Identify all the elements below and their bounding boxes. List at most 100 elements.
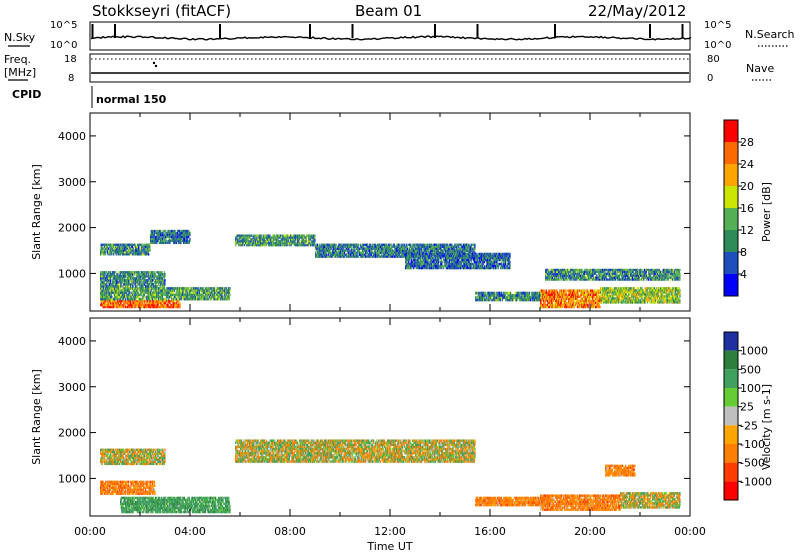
scatter-cell: [196, 287, 197, 290]
date-title: 22/May/2012: [588, 2, 686, 20]
scatter-cell: [367, 244, 368, 246]
scatter-cell: [254, 234, 255, 236]
scatter-cell: [164, 289, 165, 292]
scatter-cell: [420, 253, 421, 255]
scatter-cell: [238, 238, 239, 240]
scatter-cell: [115, 271, 116, 273]
scatter-cell: [467, 244, 468, 246]
scatter-cell: [159, 271, 160, 273]
noise-left-tick-high: 10^5: [50, 20, 77, 31]
scatter-cell: [366, 255, 367, 257]
noise-trace: [91, 36, 691, 40]
scatter-cell: [114, 244, 115, 246]
scatter-cell: [407, 246, 408, 248]
scatter-cell: [229, 294, 230, 297]
scatter-cell: [181, 230, 182, 232]
scatter-cell: [358, 244, 359, 246]
scatter-cell: [100, 271, 101, 273]
scatter-cell: [416, 253, 417, 255]
freq-left-unit: [MHz]: [4, 66, 36, 79]
scatter-cell: [125, 306, 126, 308]
scatter-cell: [154, 230, 155, 232]
scatter-cell: [317, 244, 318, 246]
noise-spikes: [93, 24, 683, 38]
scatter-cell: [139, 247, 140, 249]
scatter-cell: [163, 298, 164, 301]
scatter-cell: [431, 244, 432, 246]
scatter-cell: [370, 244, 371, 246]
noise-panel: 10^5 10^0 10^5 10^0 N.Sky N.Search: [4, 20, 795, 51]
scatter-cell: [313, 234, 314, 236]
scatter-cell: [259, 234, 260, 236]
scatter-cell: [244, 244, 245, 246]
scatter-cell: [129, 291, 130, 294]
scatter-cell: [336, 244, 337, 246]
scatter-cell: [136, 285, 137, 287]
scatter-cell: [144, 244, 145, 246]
cpid-panel: CPID normal 150: [12, 86, 167, 108]
scatter-cell: [148, 253, 149, 255]
power-data: [100, 230, 681, 308]
scatter-cell: [165, 230, 166, 232]
scatter-cell: [154, 281, 155, 283]
scatter-cell: [418, 253, 419, 255]
noise-right-tick-low: 10^0: [704, 40, 731, 51]
scatter-cell: [209, 287, 210, 290]
noise-panel-frame: [90, 22, 690, 50]
scatter-cell: [111, 296, 112, 299]
scatter-cell: [284, 234, 285, 236]
scatter-cell: [294, 234, 295, 236]
beam-title: Beam 01: [355, 2, 422, 20]
scatter-cell: [152, 279, 153, 281]
scatter-cell: [105, 251, 106, 253]
scatter-cell: [163, 230, 164, 232]
scatter-cell: [349, 250, 350, 252]
noise-right-tick-high: 10^5: [704, 20, 731, 31]
cpid-label: CPID: [12, 88, 41, 101]
noise-left-tick-low: 10^0: [50, 40, 77, 51]
scatter-cell: [103, 247, 104, 249]
scatter-cell: [216, 298, 217, 301]
frequency-panel: 18 8 80 0 Freq. [MHz] Nave: [4, 53, 774, 84]
freq-left-tick-low: 8: [68, 73, 74, 84]
scatter-cell: [306, 242, 307, 244]
scatter-cell: [241, 234, 242, 236]
scatter-cell: [354, 255, 355, 257]
freq-left-label: Freq.: [4, 53, 31, 66]
scatter-cell: [179, 302, 180, 304]
scatter-cell: [346, 253, 347, 255]
scatter-cell: [144, 271, 145, 273]
freq-left-tick-high: 18: [64, 54, 77, 65]
freq-right-tick-low: 0: [707, 73, 713, 84]
scatter-cell: [160, 230, 161, 232]
scatter-cell: [391, 244, 392, 246]
scatter-cell: [433, 253, 434, 255]
scatter-cell: [189, 238, 190, 240]
scatter-cell: [164, 273, 165, 275]
scatter-cell: [118, 271, 119, 273]
scatter-cell: [253, 234, 254, 236]
scatter-cell: [247, 234, 248, 236]
scatter-cell: [442, 261, 443, 263]
scatter-cell: [287, 234, 288, 236]
freq-panel-frame: [90, 54, 690, 82]
station-title: Stokkseyri (fitACF): [92, 2, 231, 20]
scatter-cell: [256, 234, 257, 236]
scatter-cell: [468, 267, 469, 269]
scatter-cell: [464, 253, 465, 255]
scatter-cell: [157, 230, 158, 232]
scatter-cell: [187, 230, 188, 232]
scatter-cell: [157, 285, 158, 287]
freq-right-tick-high: 80: [707, 54, 720, 65]
scatter-cell: [206, 287, 207, 290]
noise-left-label: N.Sky: [4, 31, 36, 44]
scatter-cell: [235, 236, 236, 238]
scatter-cell: [171, 230, 172, 232]
scatter-cell: [189, 232, 190, 234]
scatter-cell: [156, 271, 157, 273]
scatter-cell: [364, 244, 365, 246]
freq-right-label: Nave: [746, 62, 774, 75]
scatter-cell: [110, 244, 111, 246]
nave-dot: [155, 65, 157, 67]
